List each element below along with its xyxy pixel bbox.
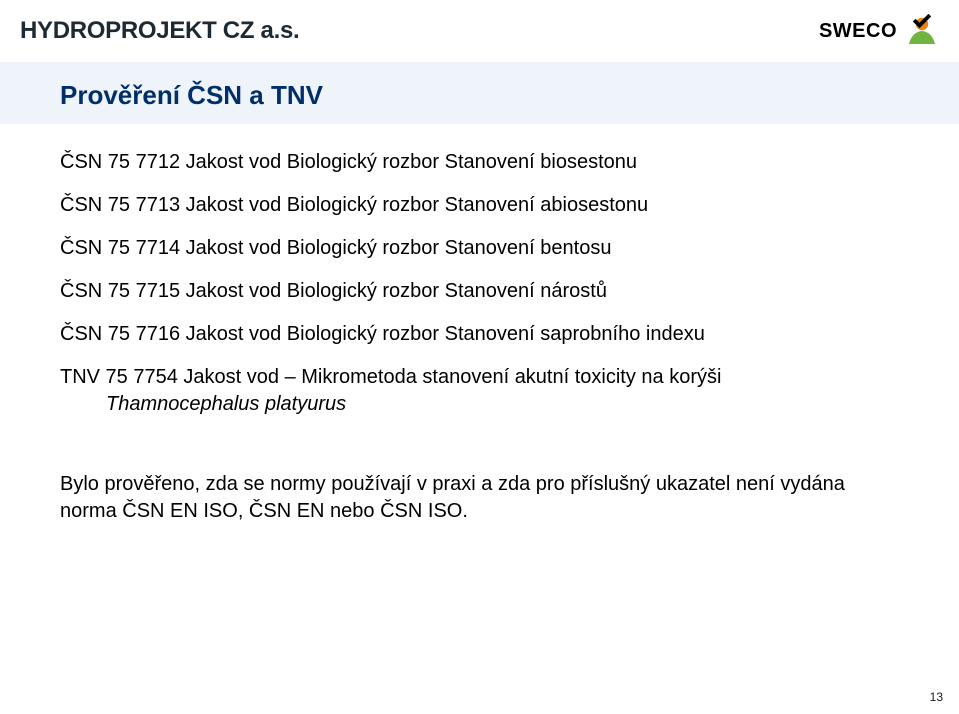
standard-line: ČSN 75 7714 Jakost vod Biologický rozbor… [60, 236, 899, 261]
standard-line: ČSN 75 7716 Jakost vod Biologický rozbor… [60, 322, 899, 347]
standard-line: ČSN 75 7712 Jakost vod Biologický rozbor… [60, 150, 899, 175]
standard-line: ČSN 75 7715 Jakost vod Biologický rozbor… [60, 279, 899, 304]
standard-line: ČSN 75 7713 Jakost vod Biologický rozbor… [60, 193, 899, 218]
logo-word: SWECO [819, 20, 897, 43]
content: ČSN 75 7712 Jakost vod Biologický rozbor… [60, 150, 899, 525]
company-name: HYDROPROJEKT CZ a.s. [20, 17, 299, 45]
summary-text: Bylo prověřeno, zda se normy používají v… [60, 471, 899, 525]
header: HYDROPROJEKT CZ a.s. SWECO [0, 0, 959, 62]
page-title: Prověření ČSN a TNV [60, 80, 323, 111]
sweco-icon [905, 14, 939, 48]
page-number: 13 [930, 690, 943, 704]
species-name: Thamnocephalus platyurus [60, 392, 899, 417]
logo: SWECO [819, 14, 939, 48]
standard-line: TNV 75 7754 Jakost vod – Mikrometoda sta… [60, 365, 899, 390]
